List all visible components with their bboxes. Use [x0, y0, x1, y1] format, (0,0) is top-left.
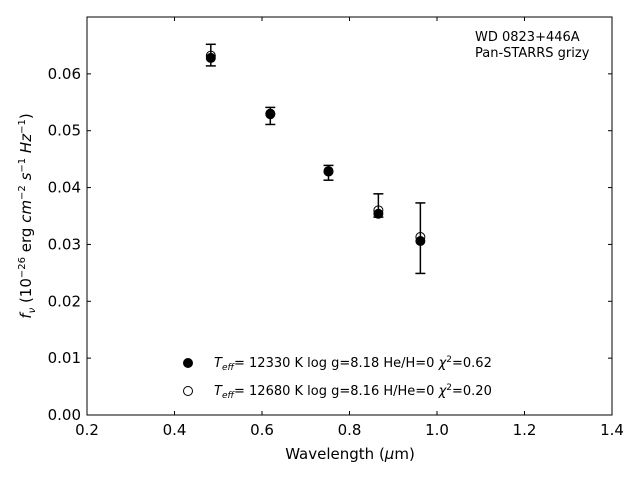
model-point-h-he [323, 166, 334, 177]
y-tick-label: 0.00 [48, 406, 81, 424]
y-tick-label: 0.05 [48, 122, 81, 140]
model-point-h-he [265, 108, 276, 119]
y-tick-label: 0.03 [48, 235, 81, 253]
x-tick-label: 1.4 [600, 421, 624, 439]
model-point-he-h [205, 52, 216, 63]
plot-area [87, 17, 612, 415]
plot-frame [86, 16, 613, 416]
x-tick-label: 0.2 [75, 421, 99, 439]
x-axis-label: Wavelength (μm) [285, 445, 415, 463]
legend-marker-filled [183, 358, 193, 368]
y-tick-label: 0.02 [48, 292, 81, 310]
model-point-he-h [415, 236, 426, 247]
model-point-h-he [415, 232, 426, 243]
annotation-survey: Pan-STARRS grizy [475, 46, 590, 61]
y-tick-label: 0.04 [48, 179, 81, 197]
x-tick-label: 1.0 [425, 421, 449, 439]
y-tick-label: 0.06 [48, 65, 81, 83]
legend: Teff= 12330 K log g=8.18 He/H=0 χ2=0.62 … [183, 355, 492, 401]
x-tick-label: 0.8 [338, 421, 362, 439]
legend-entry-he-h: Teff= 12330 K log g=8.18 He/H=0 χ2=0.62 [214, 355, 492, 373]
y-tick-label: 0.01 [48, 349, 81, 367]
model-point-he-h [373, 208, 384, 219]
y-axis-label: fν (10−26 erg cm−2 s−1 Hz−1) [17, 113, 38, 318]
legend-entry-h-he: Teff= 12680 K log g=8.16 H/He=0 χ2=0.20 [214, 383, 492, 401]
model-point-h-he [373, 205, 384, 216]
x-tick-label: 0.6 [250, 421, 274, 439]
model-point-h-he [205, 50, 216, 61]
x-tick-label: 1.2 [513, 421, 537, 439]
legend-marker-open [183, 386, 193, 396]
x-tick-label: 0.4 [163, 421, 187, 439]
annotation-object-name: WD 0823+446A [475, 30, 580, 45]
